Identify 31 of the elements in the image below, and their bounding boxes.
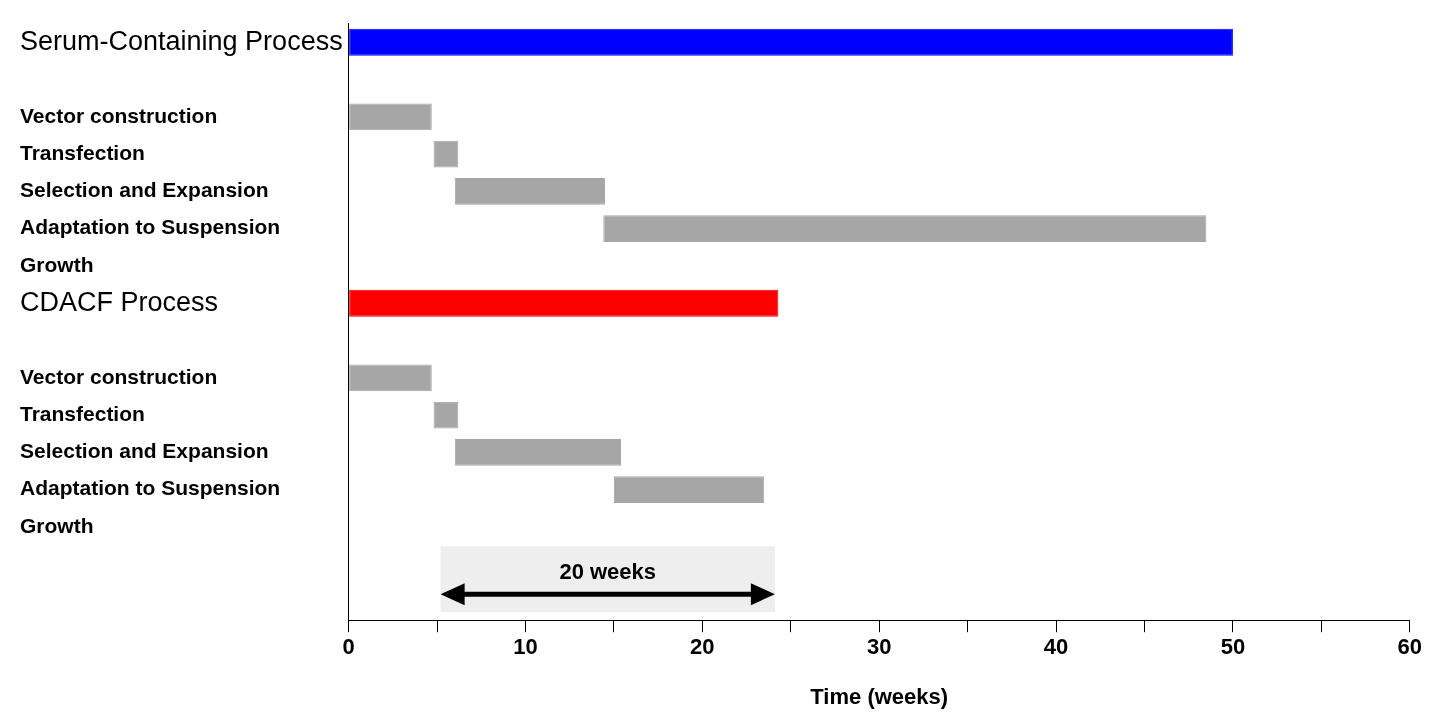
x-axis-title: Time (weeks)	[810, 683, 949, 709]
x-tick-label: 10	[513, 634, 538, 660]
y-tick-label: Transfection	[20, 401, 145, 425]
y-tick-label: Selection and Expansion	[20, 178, 269, 202]
bar	[349, 103, 432, 131]
bar	[454, 438, 621, 466]
x-tick-label: 0	[342, 634, 355, 660]
x-tick-label: 60	[1397, 634, 1423, 660]
bar	[433, 401, 459, 429]
bar	[433, 140, 459, 168]
y-tick-label: Serum-Containing Process	[20, 25, 343, 56]
x-tick-label: 40	[1043, 634, 1069, 660]
bar	[349, 364, 432, 392]
bar	[603, 215, 1207, 243]
y-tick-label: Vector construction	[20, 364, 218, 388]
y-tick-label: Vector construction	[20, 103, 218, 127]
y-tick-label: Growth	[20, 252, 94, 276]
x-tick-label: 50	[1220, 634, 1246, 660]
bar	[349, 289, 779, 317]
y-tick-label: Adaptation to Suspension	[20, 476, 281, 500]
bar	[349, 28, 1233, 56]
x-tick-label: 20	[690, 634, 715, 660]
y-tick-label: Growth	[20, 513, 94, 537]
y-tick-label: Selection and Expansion	[20, 439, 269, 463]
x-tick-label: 30	[866, 634, 892, 660]
y-tick-label: Adaptation to Suspension	[20, 215, 281, 239]
bar	[454, 177, 606, 205]
bar	[613, 476, 765, 504]
y-tick-label: CDACF Process	[20, 286, 219, 317]
band-label: 20 weeks	[559, 559, 657, 585]
y-tick-label: Transfection	[20, 140, 145, 164]
